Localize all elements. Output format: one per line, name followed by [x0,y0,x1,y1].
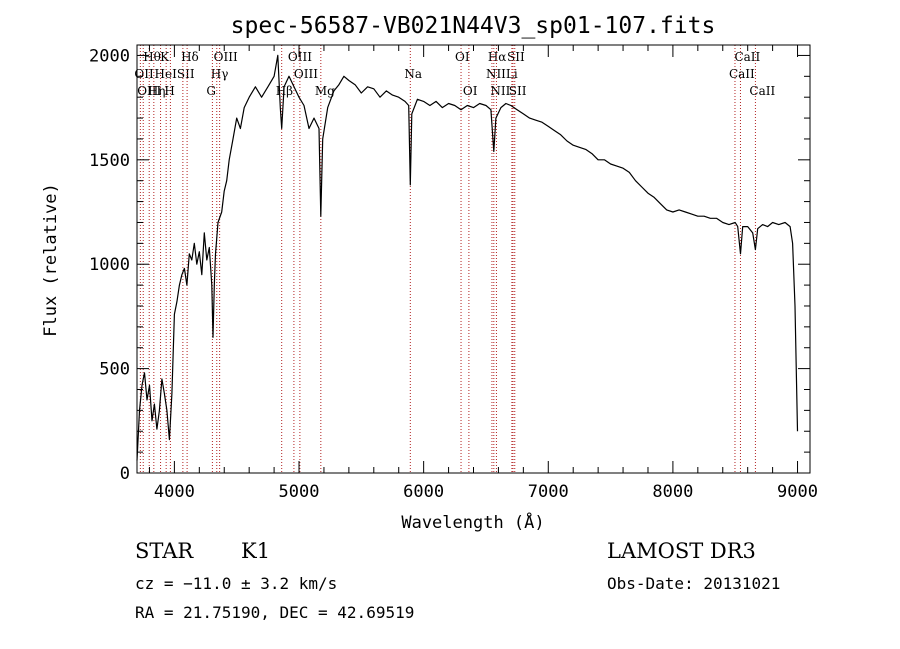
x-tick-label-5000: 5000 [279,482,320,502]
x-tick-label-9000: 9000 [777,482,818,502]
line-label-24: SII [509,84,527,98]
line-label-2: OIII [137,84,161,98]
line-label-8: Hδ [181,50,199,64]
line-label-25: CaII [734,50,760,64]
line-label-5: Hη [148,84,166,98]
y-tick-label-1500: 1500 [89,151,130,171]
line-label-11: G [206,84,216,98]
line-label-16: Na [404,67,422,81]
line-label-9: OIII [214,50,238,64]
x-tick-label-6000: 6000 [403,482,444,502]
line-label-3: K [160,50,170,64]
axes: 4000 5000 6000 7000 8000 9000 0 500 1000 1500 2000 [89,44,818,502]
line-label-23: NII [490,84,510,98]
y-tick-label-2000: 2000 [89,46,130,66]
observation-date: Obs-Date: 20131021 [607,574,781,593]
y-tick-label-500: 500 [99,360,130,380]
line-label-20: SII [507,50,525,64]
line-label-21: NII [486,67,506,81]
line-label-6: SII [177,67,195,81]
line-label-10: Hγ [211,67,229,81]
coordinates-readout: RA = 21.75190, DEC = 42.69519 [135,603,415,622]
y-tick-label-0: 0 [120,464,130,484]
plot-frame [136,44,811,474]
spectrum-series [136,54,799,461]
object-type: STAR [135,539,194,563]
x-tick-label-7000: 7000 [528,482,569,502]
survey-name: LAMOST DR3 [607,539,756,563]
x-tick-label-4000: 4000 [154,482,195,502]
line-label-27: CaII [749,84,775,98]
line-label-0: Hθ [143,50,161,64]
line-label-18: OI [463,84,478,98]
spectral-line-markers: HθOIIOIIIKHeIHηSIIHHδOIIIHγGOIIIOIIIHβMg… [134,45,775,473]
line-label-15: Mg [315,84,335,98]
line-label-7: H [164,84,174,98]
x-axis-label: Wavelength (Å) [401,511,544,533]
line-label-22: Li [506,67,518,81]
x-tick-label-8000: 8000 [652,482,693,502]
chart-title: spec-56587-VB021N44V3_sp01-107.fits [231,13,716,39]
line-label-17: OI [455,50,470,64]
series-flux [136,54,799,461]
line-label-4: HeI [155,67,178,81]
line-label-19: Hα [488,50,507,64]
spectral-subclass: K1 [241,539,271,563]
line-label-26: CaII [729,67,755,81]
line-label-1: OII [134,67,154,81]
y-axis-label: Flux (relative) [41,183,61,337]
redshift-readout: cz = −11.0 ± 3.2 km/s [135,574,338,593]
y-tick-label-1000: 1000 [89,255,130,275]
line-label-13: OIII [294,67,318,81]
